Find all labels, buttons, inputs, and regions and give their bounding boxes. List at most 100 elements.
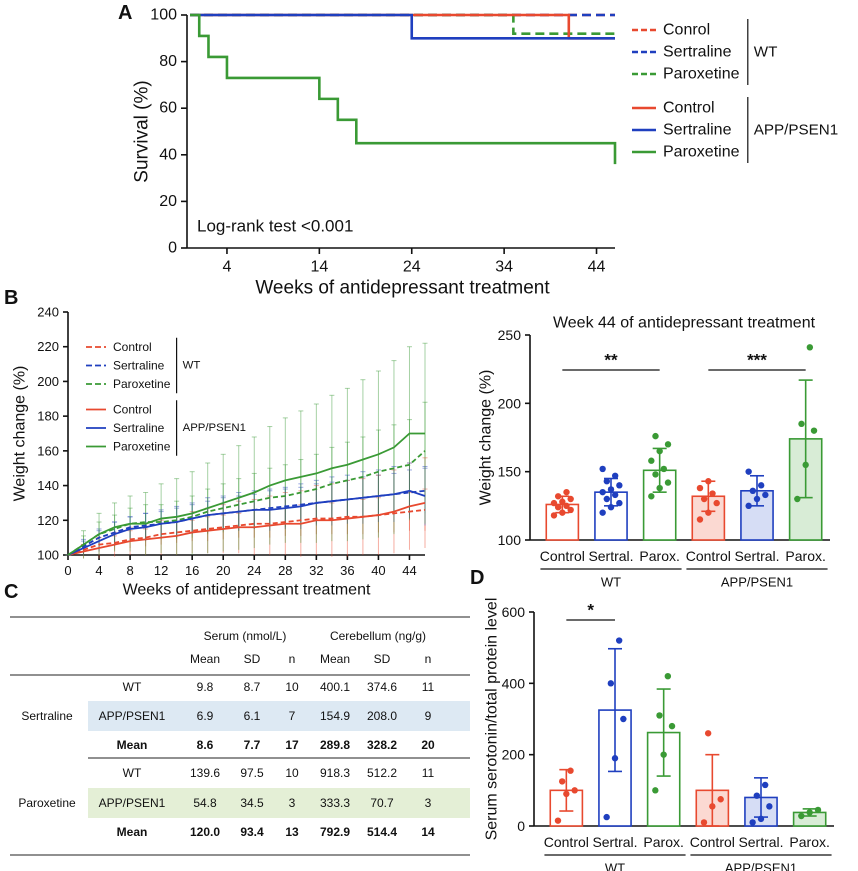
y-tick-label: 200 xyxy=(498,395,522,411)
data-point xyxy=(559,509,566,516)
x-tick-label: 4 xyxy=(95,563,102,578)
x-tick-label: 44 xyxy=(402,563,416,578)
x-tick-label: Control xyxy=(544,834,589,850)
table-cell: 792.9 xyxy=(320,825,350,839)
table-cell: Mean xyxy=(117,825,148,839)
x-tick-label: Parox. xyxy=(639,548,679,564)
table-cell: 9 xyxy=(425,709,432,723)
x-tick-label: 14 xyxy=(310,258,328,275)
survival-line xyxy=(190,13,615,35)
table-cell: 93.4 xyxy=(240,825,264,839)
table-cell: 8.7 xyxy=(244,680,261,694)
data-point xyxy=(615,637,623,644)
survival-line xyxy=(190,13,615,40)
y-tick-label: 140 xyxy=(37,478,59,493)
legend-group-label: APP/PSEN1 xyxy=(183,422,246,434)
x-tick-label: 0 xyxy=(64,563,71,578)
data-point xyxy=(700,495,708,503)
table-cell: 3 xyxy=(425,796,432,810)
y-tick-label: 200 xyxy=(37,374,59,389)
data-point xyxy=(567,495,574,503)
data-point xyxy=(753,792,761,799)
data-point xyxy=(616,482,623,489)
data-point xyxy=(696,484,704,492)
x-tick-label: 8 xyxy=(126,563,133,578)
table-cell: 333.3 xyxy=(320,796,350,810)
data-point xyxy=(607,680,615,687)
legend-label: Control xyxy=(113,340,152,354)
annotation: Log-rank test <0.001 xyxy=(197,217,353,236)
series-line xyxy=(67,489,426,556)
data-point xyxy=(554,493,562,500)
table-column-header: n xyxy=(425,652,432,666)
data-point xyxy=(563,488,570,496)
data-point xyxy=(762,491,769,499)
y-tick-label: 100 xyxy=(37,548,59,563)
table-header-group: Serum (nmol/L) xyxy=(204,629,287,643)
y-tick-label: 250 xyxy=(498,327,522,343)
data-point xyxy=(611,472,619,479)
data-point xyxy=(652,432,659,440)
legend-label: Control xyxy=(113,403,152,417)
table-column-header: n xyxy=(289,652,296,666)
data-point xyxy=(599,509,606,516)
data-point xyxy=(802,461,809,469)
significance-label: * xyxy=(587,601,594,620)
data-point xyxy=(709,803,716,810)
survival-line xyxy=(190,13,617,165)
y-tick-label: 200 xyxy=(502,747,526,763)
table-cell: 512.2 xyxy=(367,766,397,780)
data-point xyxy=(713,499,720,507)
data-point xyxy=(700,819,708,826)
data-point xyxy=(567,506,574,514)
table-cell: WT xyxy=(123,766,142,780)
data-point xyxy=(757,482,765,489)
y-tick-label: 400 xyxy=(502,675,526,691)
legend-group-label: WT xyxy=(754,44,778,61)
data-point xyxy=(806,344,814,351)
x-tick-label: 16 xyxy=(185,563,199,578)
table-cell: 17 xyxy=(285,738,299,752)
series-line xyxy=(67,502,426,556)
data-point xyxy=(761,781,769,789)
data-point xyxy=(745,502,752,510)
data-point xyxy=(567,767,574,774)
legend-group-label: WT xyxy=(183,360,201,372)
legend-group-label: APP/PSEN1 xyxy=(754,122,838,139)
data-point xyxy=(705,478,712,485)
y-axis-label: Weight change (%) xyxy=(478,370,495,506)
data-point xyxy=(806,809,813,816)
data-point xyxy=(668,722,676,730)
data-point xyxy=(745,468,752,475)
series-line xyxy=(67,489,426,556)
x-axis-label: Weeks of antidepressant treatment xyxy=(255,278,550,299)
x-tick-label: 44 xyxy=(588,258,606,275)
panel-label: A xyxy=(118,2,132,24)
data-point xyxy=(611,755,619,762)
table-cell: 6.1 xyxy=(244,709,261,723)
panel-label: D xyxy=(470,567,484,589)
significance-label: *** xyxy=(747,351,767,370)
table-column-header: SD xyxy=(374,652,391,666)
legend-label: Conrol xyxy=(663,22,710,39)
y-tick-label: 150 xyxy=(498,464,522,480)
data-point xyxy=(554,817,562,824)
x-tick-label: 28 xyxy=(278,563,292,578)
data-point xyxy=(599,465,606,473)
data-point xyxy=(558,778,566,785)
y-axis-label: Weight change (%) xyxy=(12,366,29,502)
table-column-header: SD xyxy=(244,652,261,666)
data-point xyxy=(611,491,619,499)
table-cell: 400.1 xyxy=(320,680,350,694)
table-cell: 374.6 xyxy=(367,680,397,694)
legend-label: Paroxetine xyxy=(113,377,171,391)
group-label: APP/PSEN1 xyxy=(725,861,797,871)
legend-label: Sertraline xyxy=(113,359,165,373)
data-point xyxy=(717,796,724,803)
legend-label: Sertraline xyxy=(113,421,165,435)
y-tick-label: 120 xyxy=(37,513,59,528)
data-point xyxy=(603,495,611,503)
data-point xyxy=(810,427,818,434)
data-point xyxy=(656,712,663,719)
